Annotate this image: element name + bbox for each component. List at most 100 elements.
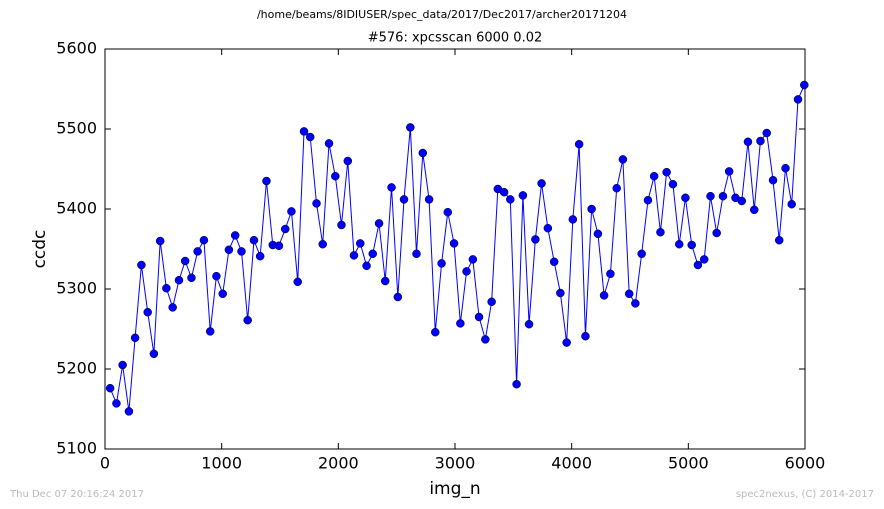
x-axis-label: img_n	[429, 479, 480, 499]
data-point	[612, 183, 621, 193]
data-point	[718, 191, 728, 201]
data-point	[362, 261, 371, 271]
data-point	[543, 223, 553, 233]
data-point	[568, 215, 578, 224]
data-point	[224, 245, 234, 255]
data-point	[643, 195, 653, 205]
data-point	[581, 331, 590, 341]
data-point	[187, 273, 196, 283]
data-point	[374, 219, 384, 228]
y-tick-label: 5500	[56, 119, 97, 138]
data-point	[162, 283, 171, 293]
data-point	[356, 239, 365, 248]
data-point	[750, 205, 759, 215]
data-point	[637, 249, 646, 259]
data-point	[681, 193, 690, 203]
data-point	[393, 292, 403, 302]
data-point	[305, 132, 315, 142]
data-point	[243, 315, 252, 325]
data-point	[237, 247, 246, 256]
data-point	[631, 299, 640, 308]
data-point	[649, 171, 659, 181]
y-axis-label: ccdc	[30, 230, 50, 269]
suptitle: /home/beams/8IDIUSER/spec_data/2017/Dec2…	[257, 8, 627, 21]
data-point	[118, 360, 127, 370]
y-tick-label: 5600	[56, 39, 97, 58]
data-point	[368, 249, 377, 259]
data-point	[549, 257, 559, 267]
data-point	[574, 139, 584, 149]
data-point	[587, 204, 596, 214]
data-point	[180, 256, 190, 266]
data-point	[556, 288, 565, 298]
data-point	[137, 260, 146, 270]
y-tick-label: 5300	[56, 279, 97, 298]
data-point	[699, 255, 709, 264]
data-point	[449, 239, 459, 248]
data-point	[787, 199, 796, 209]
chart-title: #576: xpcsscan 6000 0.02	[368, 31, 543, 46]
data-point	[774, 235, 784, 245]
x-tick-label: 2000	[318, 454, 359, 473]
data-point	[387, 183, 396, 192]
data-point	[800, 80, 809, 90]
data-point	[737, 196, 747, 206]
data-point	[406, 123, 415, 132]
data-point	[537, 179, 546, 188]
data-point	[143, 307, 152, 317]
data-point	[112, 399, 121, 408]
data-point	[456, 319, 465, 328]
x-tick-label: 6000	[785, 454, 826, 473]
data-point	[424, 195, 434, 204]
data-point	[662, 167, 671, 177]
data-point	[474, 312, 484, 322]
data-point	[205, 327, 215, 336]
footer-date: Thu Dec 07 20:16:24 2017	[9, 489, 144, 500]
data-point	[124, 407, 134, 416]
data-point	[105, 383, 115, 393]
data-point	[781, 163, 790, 173]
data-point	[318, 239, 327, 249]
data-point	[418, 148, 428, 158]
data-point	[343, 156, 353, 166]
data-point	[606, 269, 615, 279]
data-point	[756, 136, 765, 146]
data-point	[762, 128, 771, 138]
data-point	[293, 277, 302, 287]
data-point	[218, 289, 227, 299]
y-tick-label: 5200	[56, 359, 97, 378]
data-point	[531, 235, 540, 244]
x-tick-label: 5000	[668, 454, 709, 473]
data-point	[712, 228, 721, 238]
data-point	[199, 235, 209, 245]
data-point	[674, 239, 684, 249]
data-point	[743, 137, 753, 147]
data-point	[693, 260, 703, 270]
data-point	[193, 247, 202, 256]
data-point	[230, 231, 240, 240]
data-point	[518, 191, 528, 200]
data-line	[109, 84, 805, 412]
data-point	[274, 241, 284, 251]
x-tick-label: 0	[100, 454, 110, 473]
data-point	[499, 187, 509, 197]
data-point	[212, 271, 221, 281]
data-point	[431, 327, 440, 337]
data-point	[149, 349, 159, 359]
x-tick-label: 1000	[201, 454, 242, 473]
data-point	[468, 255, 478, 264]
data-point	[462, 267, 471, 276]
data-point	[506, 195, 515, 204]
data-point	[768, 175, 778, 185]
data-point	[481, 335, 490, 344]
x-tick-label: 4000	[551, 454, 592, 473]
data-point	[168, 303, 177, 312]
data-point	[512, 379, 521, 389]
data-point	[793, 95, 803, 104]
data-point	[130, 333, 140, 343]
x-tick-label: 3000	[435, 454, 476, 473]
data-point	[324, 139, 334, 148]
data-point	[706, 191, 715, 201]
data-point	[437, 259, 446, 268]
